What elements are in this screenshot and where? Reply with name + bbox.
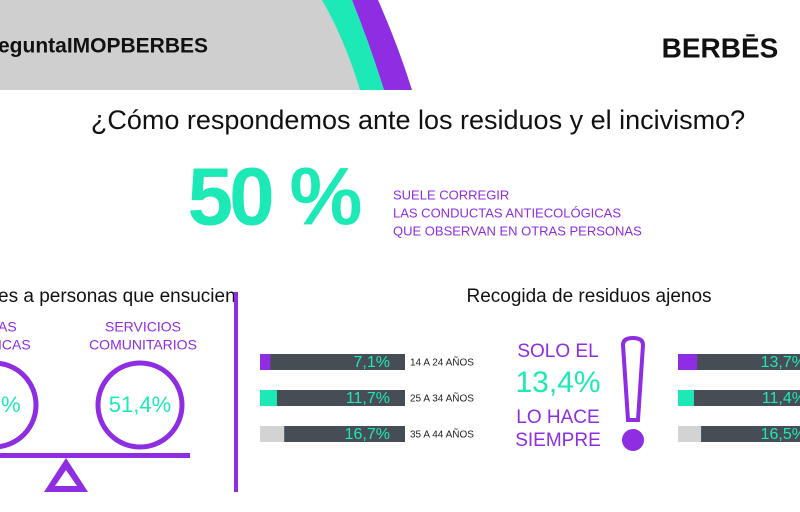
panel-title: es a personas que ensucien: [0, 286, 236, 307]
headline-line: LAS CONDUCTAS ANTIECOLÓGICAS: [393, 205, 621, 220]
bar-label: 14 A 24 AÑOS: [410, 356, 474, 369]
bar-value: 16,5%: [761, 426, 800, 443]
bar: [260, 426, 285, 442]
bar-track: [678, 354, 800, 370]
logo: BERBĒS: [662, 32, 779, 63]
callout-text: SOLO EL: [517, 341, 598, 362]
bar: [678, 354, 698, 370]
header-swoosh-teal: [322, 0, 384, 90]
option-value: 51,4%: [109, 392, 171, 417]
option-label: AS: [0, 319, 17, 335]
bar-track: [260, 354, 405, 370]
bar-value: 13,7%: [761, 354, 800, 371]
divider: [234, 292, 238, 492]
bar: [678, 390, 694, 406]
option-label: SERVICIOS: [105, 319, 181, 335]
scale-beam: [0, 453, 190, 458]
bar-label: 35 A 44 AÑOS: [410, 428, 474, 441]
bar-track: [260, 390, 405, 406]
callout-text: LO HACE: [516, 407, 599, 428]
title: ¿Cómo respondemos ante los residuos y el…: [91, 105, 745, 135]
header-band: [0, 0, 360, 90]
bar-label: 25 A 34 AÑOS: [410, 392, 474, 405]
header-swoosh-purple: [352, 0, 412, 90]
option-value: %: [1, 392, 21, 417]
option-circle: [95, 360, 185, 450]
callout-text: SIEMPRE: [515, 430, 601, 451]
callout-figure: 13,4%: [515, 366, 600, 399]
headline-line: QUE OBSERVAN EN OTRAS PERSONAS: [393, 223, 642, 238]
bar-track: [678, 426, 800, 442]
option-label: COMUNITARIOS: [89, 337, 197, 353]
option-label: ICAS: [0, 337, 31, 353]
exclamation-dot: [622, 429, 644, 451]
headline-figure: 50 %: [188, 152, 361, 243]
scale-stand: [44, 458, 88, 492]
bar: [260, 354, 271, 370]
hashtag: eguntaIMOPBERBES: [0, 35, 208, 58]
bar-track: [260, 426, 405, 442]
bar-value: 11,4%: [762, 390, 800, 407]
headline-line: SUELE CORREGIR: [393, 187, 509, 202]
panel-title: Recogida de residuos ajenos: [466, 286, 711, 307]
bar-value: 7,1%: [354, 354, 390, 371]
bar: [260, 390, 277, 406]
option-circle: [0, 360, 39, 450]
exclamation-body: [620, 335, 646, 422]
bar-value: 11,7%: [346, 390, 390, 407]
bar-value: 16,7%: [345, 426, 390, 443]
bar: [678, 426, 702, 442]
bar-track: [678, 390, 800, 406]
